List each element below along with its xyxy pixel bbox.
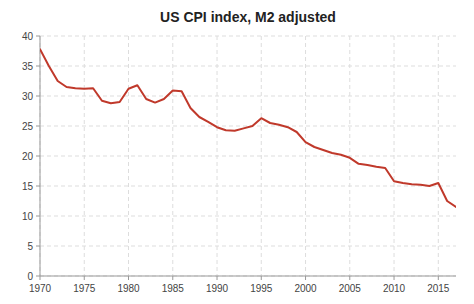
x-tick-label: 2005 xyxy=(339,283,362,294)
grid-line-x xyxy=(438,36,439,276)
x-tick xyxy=(261,276,262,280)
y-tick-label: 35 xyxy=(22,61,34,72)
y-tick-label: 40 xyxy=(22,31,34,42)
x-tick xyxy=(128,276,129,280)
y-tick xyxy=(36,66,40,67)
chart-svg: US CPI index, M2 adjusted 0 5 10 15 20 25 30 35 4… xyxy=(0,0,474,304)
y-tick xyxy=(36,216,40,217)
grid-line-x xyxy=(261,36,262,276)
x-tick-label: 1985 xyxy=(162,283,185,294)
data-line xyxy=(40,49,456,207)
y-tick xyxy=(36,186,40,187)
x-tick xyxy=(217,276,218,280)
x-tick-label: 1975 xyxy=(73,283,96,294)
x-tick-label: 2010 xyxy=(383,283,406,294)
x-tick-label: 1995 xyxy=(250,283,273,294)
y-tick xyxy=(36,276,40,277)
x-tick-label: 2000 xyxy=(294,283,317,294)
y-tick-label: 25 xyxy=(22,121,34,132)
background xyxy=(0,0,474,304)
y-tick xyxy=(36,126,40,127)
chart-title: US CPI index, M2 adjusted xyxy=(160,9,336,25)
grid-line-x xyxy=(84,36,85,276)
x-tick xyxy=(84,276,85,280)
grid-line-y xyxy=(40,216,456,217)
x-tick xyxy=(172,276,173,280)
x-tick xyxy=(438,276,439,280)
y-tick-label: 15 xyxy=(22,181,34,192)
grid xyxy=(40,36,456,276)
y-tick-label: 20 xyxy=(22,151,34,162)
grid-line-x xyxy=(305,36,306,276)
y-tick xyxy=(36,246,40,247)
x-tick xyxy=(305,276,306,280)
x-tick xyxy=(40,276,41,280)
grid-line-x xyxy=(217,36,218,276)
grid-line-x xyxy=(172,36,173,276)
y-tick-label: 5 xyxy=(27,241,33,252)
y-tick-label: 10 xyxy=(22,211,34,222)
x-tick xyxy=(394,276,395,280)
x-tick-label: 1980 xyxy=(117,283,140,294)
x-tick-label: 2015 xyxy=(427,283,450,294)
y-tick-label: 30 xyxy=(22,91,34,102)
y-tick xyxy=(36,156,40,157)
grid-line-x xyxy=(394,36,395,276)
grid-line-x xyxy=(349,36,350,276)
chart-container: US CPI index, M2 adjusted 0 5 10 15 20 25 30 35 4… xyxy=(0,0,474,304)
y-tick xyxy=(36,96,40,97)
x-tick xyxy=(349,276,350,280)
x-tick-label: 1990 xyxy=(206,283,229,294)
grid-line-x xyxy=(128,36,129,276)
y-tick-label: 0 xyxy=(27,271,33,282)
axes: 0 5 10 15 20 25 30 35 40 1970 1975 1980 1985 1990 1995… xyxy=(22,31,456,295)
y-tick xyxy=(36,36,40,37)
plot-area xyxy=(40,49,456,207)
x-tick-label: 1970 xyxy=(29,283,52,294)
